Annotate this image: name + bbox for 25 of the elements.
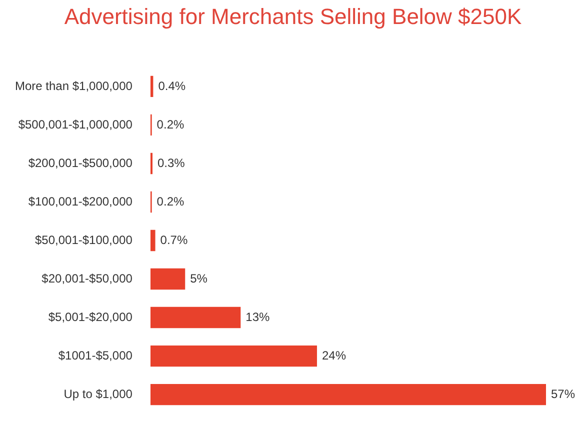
- y-tick-label: $5,001-$20,000: [48, 310, 133, 324]
- data-label: 57%: [551, 386, 576, 401]
- data-label: 0.4%: [158, 78, 186, 93]
- bar: [150, 306, 241, 328]
- data-label: 0.2%: [156, 194, 184, 208]
- y-tick-label: More than $1,000,000: [15, 78, 133, 93]
- data-label: 13%: [246, 310, 270, 324]
- y-tick-label: $20,001-$50,000: [42, 271, 133, 286]
- y-tick-label: $1001-$5,000: [58, 348, 133, 362]
- data-label: 0.3%: [158, 156, 186, 170]
- bar: [150, 152, 153, 174]
- bar: [150, 268, 186, 290]
- bar: [150, 230, 156, 252]
- y-tick-label: $500,001-$1,000,000: [18, 117, 133, 132]
- y-tick-label: $50,001-$100,000: [34, 232, 133, 247]
- chart-title: Advertising for Merchants Selling Below $250K: [63, 4, 523, 30]
- data-label: 0.7%: [160, 232, 188, 247]
- bar: [150, 384, 546, 406]
- data-label: 24%: [322, 348, 346, 362]
- y-tick-label: $200,001-$500,000: [28, 156, 133, 170]
- y-tick-label: Up to $1,000: [64, 386, 133, 401]
- data-label: 5%: [190, 271, 208, 286]
- y-tick-label: $100,001-$200,000: [28, 194, 133, 208]
- bar: [150, 345, 317, 367]
- data-label: 0.2%: [156, 117, 184, 132]
